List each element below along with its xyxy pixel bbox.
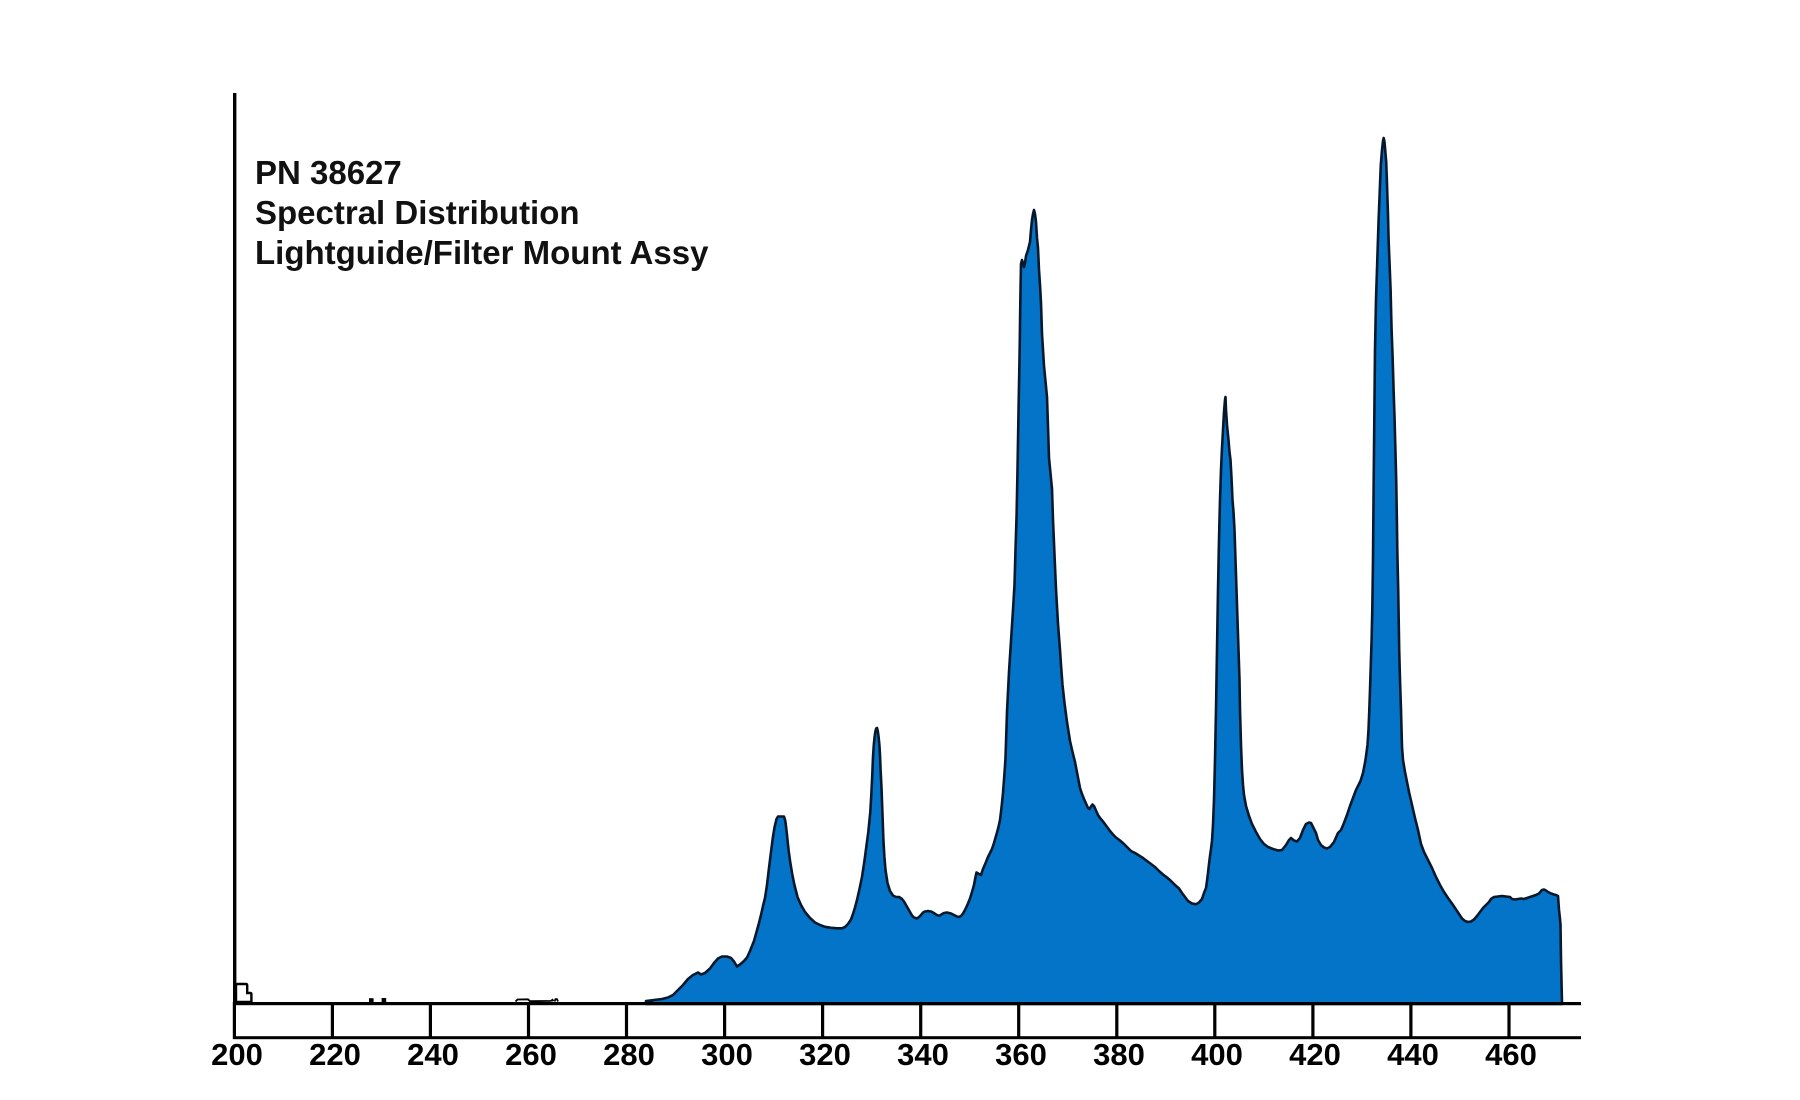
svg-text:260: 260: [505, 1037, 557, 1072]
svg-text:320: 320: [799, 1037, 851, 1072]
svg-text:460: 460: [1485, 1037, 1537, 1072]
svg-text:440: 440: [1387, 1037, 1439, 1072]
svg-text:240: 240: [407, 1037, 459, 1072]
svg-text:220: 220: [309, 1037, 361, 1072]
svg-text:420: 420: [1289, 1037, 1341, 1072]
svg-text:360: 360: [995, 1037, 1047, 1072]
svg-text:400: 400: [1191, 1037, 1243, 1072]
svg-text:280: 280: [603, 1037, 655, 1072]
svg-text:340: 340: [897, 1037, 949, 1072]
svg-text:200: 200: [211, 1037, 263, 1072]
svg-text:380: 380: [1093, 1037, 1145, 1072]
svg-text:300: 300: [701, 1037, 753, 1072]
